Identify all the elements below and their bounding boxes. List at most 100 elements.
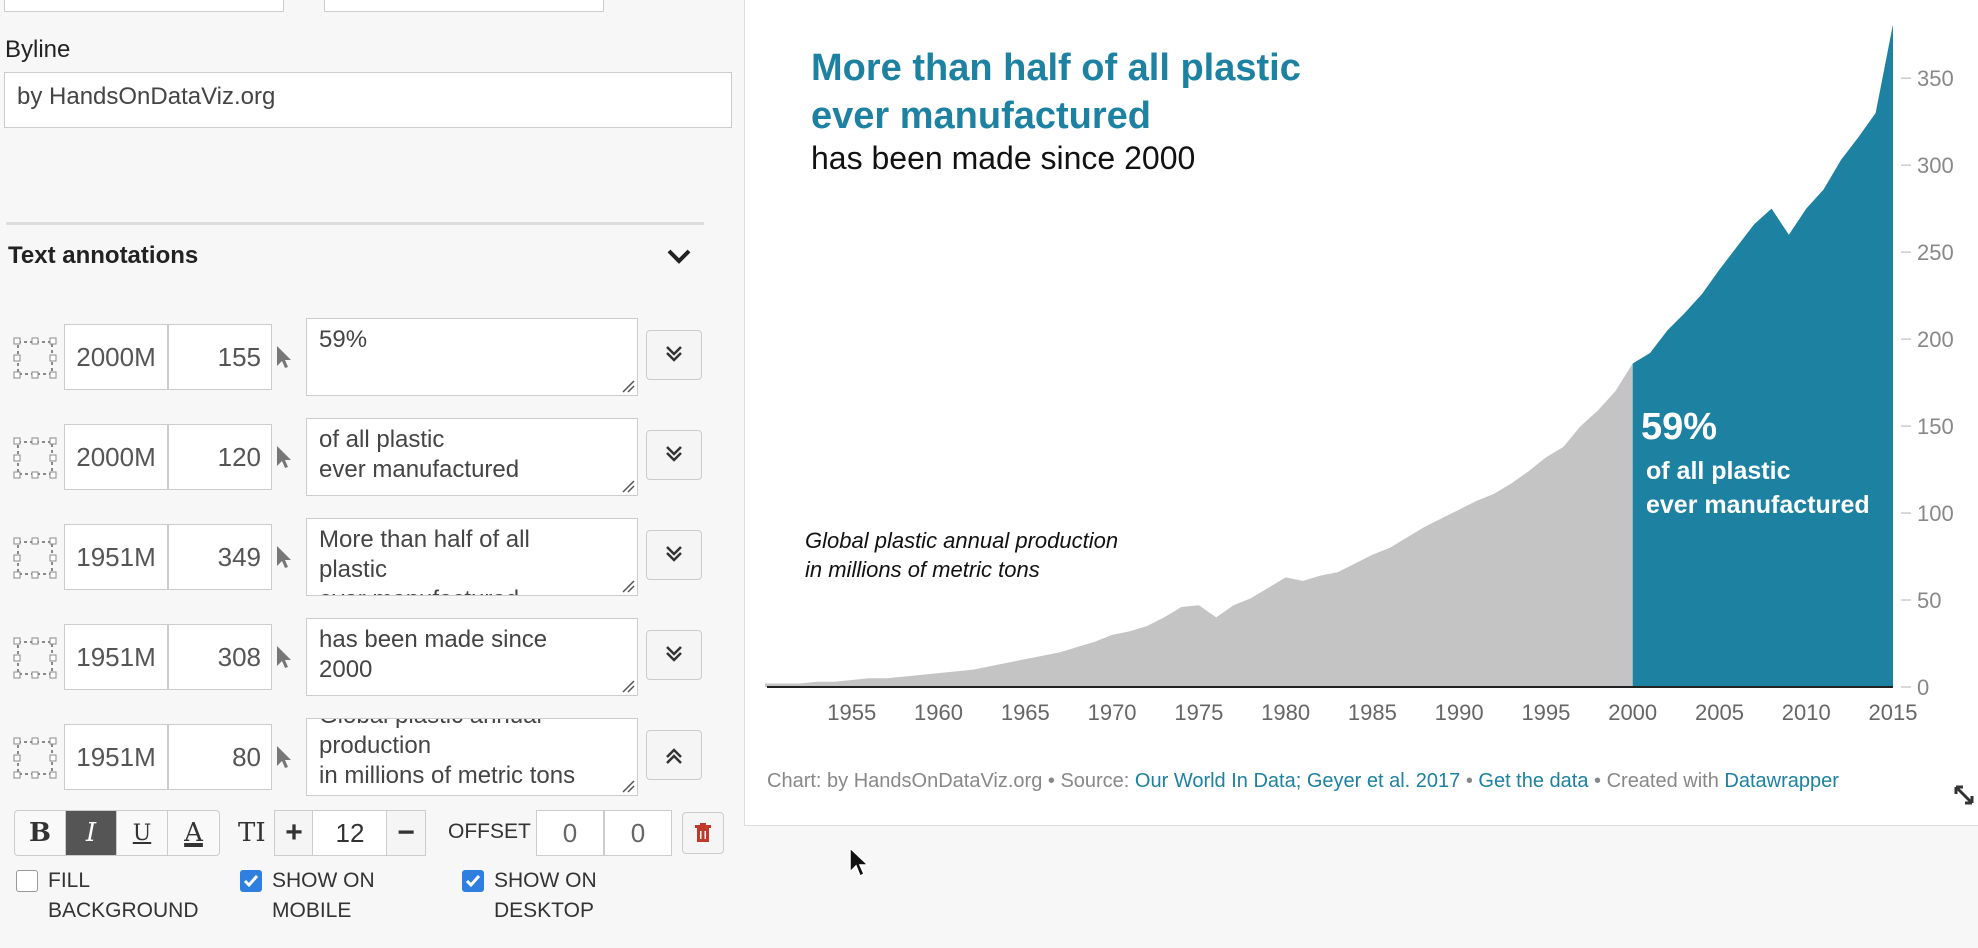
x-tick-label: 1985 — [1348, 700, 1397, 725]
double-chevron-up-icon — [666, 748, 682, 764]
resize-grip-icon[interactable] — [621, 479, 635, 493]
annotation-text: 59% — [319, 326, 368, 353]
resize-grip-icon[interactable] — [621, 379, 635, 393]
y-tick-label: 0 — [1917, 675, 1929, 700]
annotation-text-input[interactable]: of all plastic ever manufactured — [306, 418, 638, 496]
offset-label: OFFSET — [448, 820, 531, 843]
annotation-y-input[interactable]: 308 — [168, 624, 272, 690]
chart-preview: 0 50 100 150 200 250 300 350 1955 1960 1965 1970 197… — [744, 0, 1978, 826]
resize-icon[interactable] — [1953, 784, 1975, 806]
offset-y-input[interactable]: 0 — [604, 810, 672, 856]
annotation-share: of all plastic ever manufactured — [1646, 454, 1870, 522]
y-tick-label: 250 — [1917, 240, 1954, 265]
datawrapper-link[interactable]: Datawrapper — [1724, 770, 1839, 792]
offset-x-input[interactable]: 0 — [536, 810, 604, 856]
chart-title-line1: More than half of all plastic — [811, 47, 1301, 89]
byline-label: Byline — [5, 36, 71, 63]
delete-icon[interactable] — [682, 812, 724, 854]
drag-handle-icon[interactable] — [12, 736, 58, 780]
top-field-right[interactable] — [324, 0, 604, 12]
check-icon — [243, 875, 259, 888]
increase-size-button[interactable]: + — [274, 810, 314, 856]
annotation-x-input[interactable]: 2000M — [64, 324, 168, 390]
section-divider — [6, 222, 704, 225]
section-title: Text annotations — [8, 242, 199, 269]
resize-grip-icon[interactable] — [621, 579, 635, 593]
checkbox[interactable] — [240, 870, 262, 892]
annotation-share-line2: ever manufactured — [1646, 491, 1870, 519]
pointer-icon[interactable] — [274, 344, 294, 370]
annotation-text-input[interactable]: 59% — [306, 318, 638, 396]
checkbox-label: FILL BACKGROUND — [48, 869, 199, 922]
bold-button[interactable]: B — [15, 811, 66, 855]
annotation-text: of all plastic ever manufactured — [319, 426, 520, 483]
annotation-x-input[interactable]: 1951M — [64, 724, 168, 790]
check-icon — [465, 875, 481, 888]
annotation-x-input[interactable]: 1951M — [64, 624, 168, 690]
annotation-text-input[interactable]: Global plastic annual production in mill… — [306, 718, 638, 796]
annotation-y-input[interactable]: 155 — [168, 324, 272, 390]
double-chevron-down-icon — [666, 646, 682, 662]
annotation-x-input[interactable]: 2000M — [64, 424, 168, 490]
get-data-link[interactable]: Get the data — [1478, 770, 1589, 792]
drag-handle-icon[interactable] — [12, 436, 58, 480]
x-tick-label: 1965 — [1001, 700, 1050, 725]
resize-grip-icon[interactable] — [621, 679, 635, 693]
collapse-button[interactable] — [646, 730, 702, 780]
x-tick-label: 2015 — [1869, 700, 1918, 725]
annotation-x-input[interactable]: 1951M — [64, 524, 168, 590]
chart-title: More than half of all plastic ever manuf… — [811, 44, 1371, 140]
x-tick-label: 1975 — [1174, 700, 1223, 725]
x-tick-label: 1990 — [1435, 700, 1484, 725]
drag-handle-icon[interactable] — [12, 636, 58, 680]
area-before-2000 — [765, 363, 1633, 687]
text-color-button[interactable]: A — [184, 818, 203, 848]
annotation-text: More than half of all plastic ever manuf… — [319, 526, 530, 595]
x-tick-label: 2010 — [1782, 700, 1831, 725]
text-format-group: B I U A — [14, 810, 220, 856]
italic-button[interactable]: I — [66, 811, 117, 855]
chart-title-line2: ever manufactured — [811, 95, 1152, 137]
pointer-icon[interactable] — [274, 744, 294, 770]
expand-button[interactable] — [646, 530, 702, 580]
underline-button[interactable]: U — [117, 811, 168, 855]
footer-created: • Created with — [1588, 770, 1725, 792]
drag-handle-icon[interactable] — [12, 336, 58, 380]
font-size-input[interactable]: 12 — [312, 810, 388, 856]
annotation-units-line2: in millions of metric tons — [805, 557, 1040, 582]
annotation-y-input[interactable]: 349 — [168, 524, 272, 590]
area-since-2000 — [1632, 24, 1893, 688]
chevron-down-icon[interactable] — [666, 246, 692, 266]
annotation-y-input[interactable]: 80 — [168, 724, 272, 790]
expand-button[interactable] — [646, 330, 702, 380]
expand-button[interactable] — [646, 630, 702, 680]
byline-input[interactable]: by HandsOnDataViz.org — [4, 72, 732, 128]
top-field-left[interactable] — [4, 0, 284, 12]
y-tick-label: 350 — [1917, 66, 1954, 91]
annotation-text-input[interactable]: has been made since 2000 — [306, 618, 638, 696]
annotation-text-input[interactable]: More than half of all plastic ever manuf… — [306, 518, 638, 596]
editor-panel: Byline by HandsOnDataViz.org Text annota… — [0, 0, 744, 948]
x-tick-label: 1980 — [1261, 700, 1310, 725]
mouse-cursor-icon — [849, 846, 870, 878]
pointer-icon[interactable] — [274, 444, 294, 470]
source-link[interactable]: Our World In Data; Geyer et al. 2017 — [1134, 770, 1461, 792]
x-tick-label: 1970 — [1088, 700, 1137, 725]
annotation-text: Global plastic annual production in mill… — [319, 719, 576, 789]
checkbox[interactable] — [16, 870, 38, 892]
pointer-icon[interactable] — [274, 644, 294, 670]
annotation-units: Global plastic annual production in mill… — [805, 526, 1118, 584]
checkbox[interactable] — [462, 870, 484, 892]
double-chevron-down-icon — [666, 346, 682, 362]
resize-grip-icon[interactable] — [621, 779, 635, 793]
decrease-size-button[interactable]: − — [386, 810, 426, 856]
y-tick-label: 100 — [1917, 501, 1954, 526]
annotation-y-input[interactable]: 120 — [168, 424, 272, 490]
annotation-units-line1: Global plastic annual production — [805, 528, 1119, 553]
y-tick-label: 150 — [1917, 414, 1954, 439]
expand-button[interactable] — [646, 430, 702, 480]
pointer-icon[interactable] — [274, 544, 294, 570]
y-tick-label: 300 — [1917, 153, 1954, 178]
drag-handle-icon[interactable] — [12, 536, 58, 580]
